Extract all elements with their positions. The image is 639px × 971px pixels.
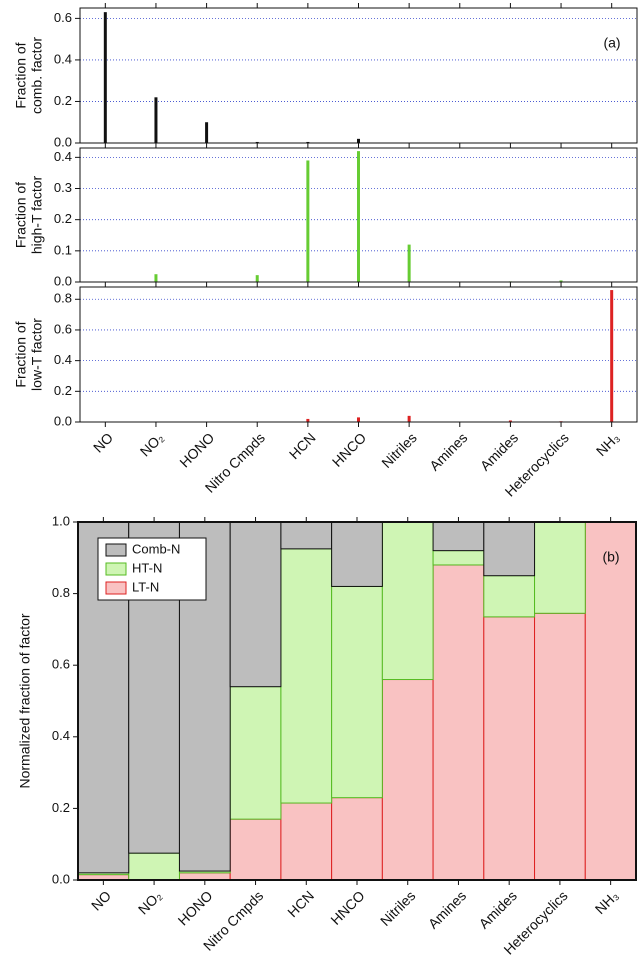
bar-segment — [229, 818, 282, 881]
y-axis-label: Fraction of — [13, 321, 29, 387]
bar-segment — [178, 872, 231, 881]
legend-swatch — [105, 581, 127, 595]
y-tick-label: 0.8 — [52, 585, 70, 600]
panel-label: (a) — [603, 35, 620, 51]
y-axis-label: Fraction of — [13, 42, 29, 108]
bar — [357, 151, 360, 282]
x-tick-label: Nitriles — [377, 887, 419, 929]
x-tick-label: HCN — [284, 887, 317, 920]
bar-segment — [280, 548, 333, 804]
y-tick-label: 0.2 — [54, 383, 72, 398]
y-axis-label: comb. factor — [29, 37, 45, 114]
y-tick-label: 0.0 — [54, 134, 72, 149]
bar — [255, 275, 259, 282]
panel-label: (b) — [602, 549, 619, 565]
bar-segment — [280, 802, 333, 881]
plot-frame — [79, 7, 638, 144]
y-axis-label: Normalized fraction of factor — [17, 613, 33, 788]
x-tick-label: NO — [90, 429, 116, 455]
bar — [357, 138, 360, 143]
y-axis-label: low-T factor — [29, 318, 45, 391]
bar — [559, 280, 563, 282]
x-tick-label: HNCO — [329, 429, 370, 470]
bar-segment — [280, 521, 333, 550]
x-tick-label: Nitriles — [378, 429, 420, 471]
x-tick-label: HONO — [175, 887, 216, 928]
y-tick-label: 0.2 — [52, 800, 70, 815]
legend-swatch — [105, 562, 127, 576]
bar-segment — [331, 521, 383, 587]
bar-segment — [381, 679, 434, 881]
bar-segment — [483, 616, 536, 881]
y-axis-label: Fraction of — [13, 182, 29, 248]
bar — [357, 417, 360, 422]
bar — [205, 122, 209, 143]
y-tick-label: 0.4 — [54, 149, 72, 164]
x-tick-label: Amines — [426, 429, 470, 473]
bar — [306, 418, 310, 422]
legend-label: Comb-N — [132, 541, 180, 556]
y-tick-label: 0.0 — [54, 273, 72, 288]
bar — [508, 420, 512, 422]
x-tick-label: Amides — [477, 429, 521, 473]
bar-segment — [432, 564, 485, 881]
y-axis-label: high-T factor — [29, 176, 45, 255]
y-tick-label: 0.4 — [54, 352, 72, 367]
x-tick-label: HCN — [286, 429, 319, 462]
x-tick-label: Amines — [425, 887, 469, 931]
legend-swatch — [105, 543, 127, 557]
bar — [103, 12, 107, 144]
plot-frame — [79, 286, 638, 423]
bar — [407, 244, 411, 282]
y-tick-label: 0.4 — [52, 728, 70, 743]
y-tick-label: 0.8 — [54, 291, 72, 306]
bar — [407, 415, 411, 422]
legend-label: HT-N — [132, 560, 162, 575]
bar-segment — [432, 521, 485, 552]
x-tick-label: Amides — [476, 887, 520, 931]
y-tick-label: 0.0 — [52, 871, 70, 886]
x-tick-label: NO — [88, 887, 114, 913]
bar-segment — [483, 575, 536, 618]
legend-label: LT-N — [132, 579, 159, 594]
y-tick-label: 0.4 — [54, 51, 72, 66]
bar — [306, 141, 310, 143]
bar-segment — [128, 852, 180, 881]
y-tick-label: 1.0 — [52, 513, 70, 528]
y-tick-label: 0.2 — [54, 93, 72, 108]
bar — [306, 160, 310, 282]
bar-segment — [483, 521, 536, 577]
plot-frame — [77, 521, 637, 881]
x-tick-label: NO₂ — [135, 887, 165, 917]
bar — [610, 290, 614, 422]
bar-segment — [331, 797, 383, 881]
y-tick-label: 0.2 — [54, 211, 72, 226]
bar-segment — [229, 686, 282, 820]
y-tick-label: 0.3 — [54, 180, 72, 195]
y-tick-label: 0.6 — [52, 657, 70, 672]
x-tick-label: NH₃ — [592, 887, 622, 917]
bar-segment — [331, 585, 383, 799]
bar-segment — [584, 521, 637, 881]
bar-segment — [534, 612, 586, 881]
bar-segment — [229, 521, 282, 688]
y-tick-label: 0.0 — [54, 413, 72, 428]
bar-segment — [432, 550, 485, 566]
x-tick-label: NH₃ — [593, 429, 623, 459]
bar-segment — [534, 521, 586, 614]
y-tick-label: 0.1 — [54, 242, 72, 257]
bar — [154, 97, 158, 143]
x-tick-label: NO₂ — [137, 429, 167, 459]
x-tick-label: HONO — [176, 429, 217, 470]
bar — [255, 141, 259, 143]
x-tick-label: HNCO — [327, 887, 368, 928]
y-tick-label: 0.6 — [54, 321, 72, 336]
y-tick-label: 0.6 — [54, 10, 72, 25]
bar — [154, 274, 158, 282]
bar-segment — [381, 521, 434, 681]
